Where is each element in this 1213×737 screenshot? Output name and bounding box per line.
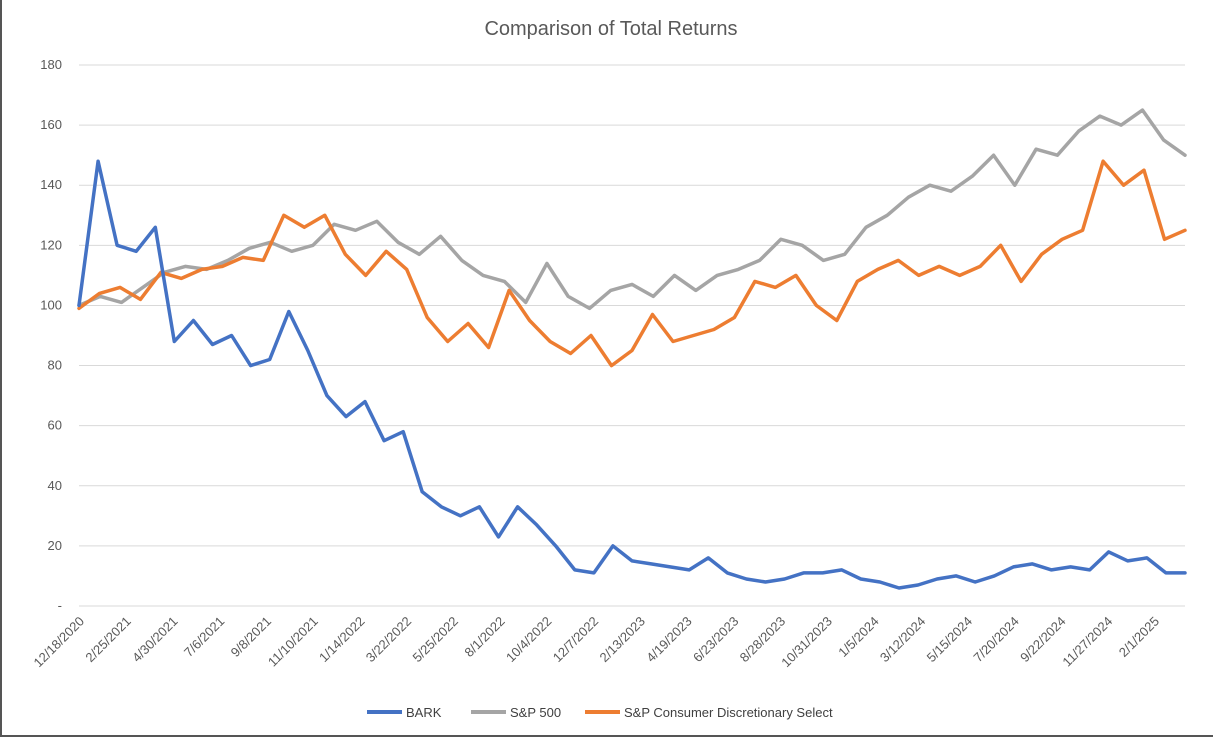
x-tick-label: 1/5/2024 <box>835 614 881 660</box>
x-tick-label: 3/22/2022 <box>363 614 415 666</box>
series-line-s-p-consumer-discretionary-select <box>77 159 1187 368</box>
y-tick-label: - <box>58 598 62 613</box>
y-tick-label: 120 <box>40 237 62 252</box>
x-tick-label: 3/12/2024 <box>877 614 929 666</box>
legend-label-bark: BARK <box>406 705 442 720</box>
legend: BARK S&P 500 S&P Consumer Discretionary … <box>367 705 833 720</box>
x-tick-label: 12/18/2020 <box>30 614 87 671</box>
y-tick-label: 80 <box>48 358 62 373</box>
x-tick-label: 9/8/2021 <box>228 614 274 660</box>
x-tick-label: 7/6/2021 <box>181 614 227 660</box>
x-tick-label: 4/19/2023 <box>643 614 695 666</box>
x-tick-label: 5/25/2022 <box>410 614 462 666</box>
legend-item-sp500: S&P 500 <box>471 705 561 720</box>
x-tick-label: 8/1/2022 <box>461 614 507 660</box>
x-tick-label: 11/27/2024 <box>1059 614 1115 670</box>
legend-label-sp500: S&P 500 <box>510 705 561 720</box>
x-tick-label: 7/20/2024 <box>970 614 1022 666</box>
x-tick-label: 11/10/2021 <box>265 614 321 670</box>
x-tick-label: 2/1/2025 <box>1116 614 1162 660</box>
x-tick-label: 1/14/2022 <box>316 614 368 666</box>
x-tick-label: 10/4/2022 <box>503 614 555 666</box>
x-tick-label: 2/13/2023 <box>596 614 648 666</box>
chart-title: Comparison of Total Returns <box>484 18 737 40</box>
y-tick-label: 180 <box>40 57 62 72</box>
x-tick-label: 12/7/2022 <box>550 614 602 666</box>
x-tick-label: 4/30/2021 <box>129 614 181 666</box>
gridlines <box>79 64 1185 607</box>
legend-item-consumer-discretionary: S&P Consumer Discretionary Select <box>585 705 833 720</box>
x-tick-label: 6/23/2023 <box>690 614 742 666</box>
series-line-s-p-500 <box>77 108 1187 311</box>
y-tick-label: 160 <box>40 117 62 132</box>
x-tick-label: 2/25/2021 <box>82 614 134 666</box>
y-tick-label: 60 <box>48 418 62 433</box>
x-tick-label: 10/31/2023 <box>778 614 835 671</box>
x-tick-label: 5/15/2024 <box>924 614 976 666</box>
y-tick-label: 140 <box>40 177 62 192</box>
y-tick-label: 40 <box>48 478 62 493</box>
series-line-bark <box>77 159 1187 590</box>
y-tick-label: 100 <box>40 297 62 312</box>
y-tick-label: 20 <box>48 538 62 553</box>
legend-item-bark: BARK <box>367 705 442 720</box>
series-lines <box>77 108 1187 590</box>
legend-label-consumer-discretionary: S&P Consumer Discretionary Select <box>624 705 833 720</box>
y-axis-ticks: - 20 40 60 80 100 120 140 160 180 <box>40 57 62 613</box>
